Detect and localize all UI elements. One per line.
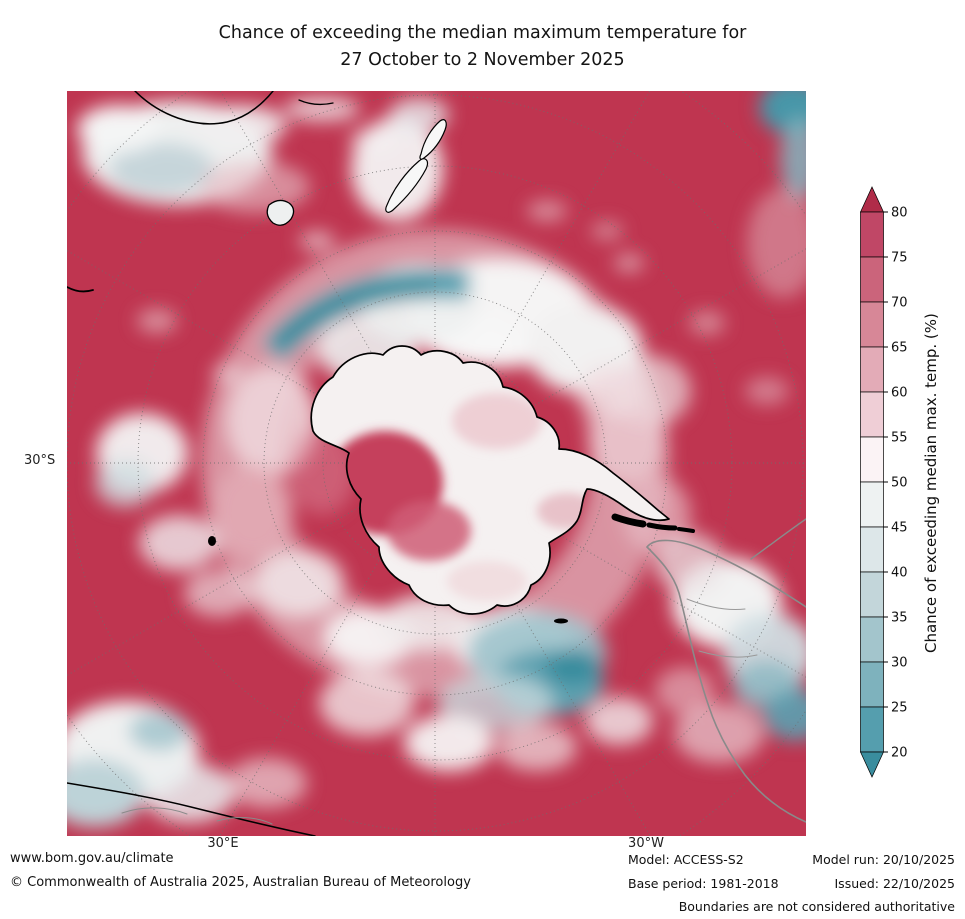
colorbar-cell	[861, 392, 884, 437]
colorbar-tick-label: 30	[891, 656, 908, 671]
longitude-label-30w: 30°W	[624, 836, 668, 851]
footer-issued: Issued: 22/10/2025	[835, 876, 956, 891]
footer-base-period: Base period: 1981-2018	[628, 876, 779, 891]
colorbar-tick-label: 20	[891, 746, 908, 761]
colorbar-tick-label: 25	[891, 701, 908, 716]
footer-disclaimer: Boundaries are not considered authoritat…	[679, 899, 955, 914]
colorbar-axis-label: Chance of exceeding median max. temp. (%…	[916, 186, 946, 780]
colorbar-tick-label: 40	[891, 566, 908, 581]
colorbar-cell	[861, 617, 884, 662]
colorbar-cell	[861, 212, 884, 257]
colorbar-cells	[861, 212, 884, 752]
colorbar-tick-label: 80	[891, 206, 908, 221]
colorbar-tick-labels: 80 75 70 65 60 55 50 45 40 35 30 25 20	[884, 206, 908, 761]
latitude-label: 30°S	[24, 453, 55, 468]
colorbar-cell	[861, 302, 884, 347]
small-island	[554, 619, 568, 624]
colorbar-tick-label: 55	[891, 431, 908, 446]
chart-title: Chance of exceeding the median maximum t…	[0, 20, 965, 74]
colorbar-arrow-up	[861, 187, 884, 212]
footer-model-run: Model run: 20/10/2025	[812, 852, 955, 867]
colorbar-tick-label: 65	[891, 341, 908, 356]
antarctic-peninsula-islands-2	[649, 525, 675, 528]
colorbar-tick-label: 60	[891, 386, 908, 401]
colorbar-cell	[861, 527, 884, 572]
colorbar-tick-label: 50	[891, 476, 908, 491]
colorbar-arrow-down	[861, 752, 884, 777]
longitude-label-30e: 30°E	[201, 836, 245, 851]
footer-website: www.bom.gov.au/climate	[10, 851, 174, 866]
colorbar-tick-label: 75	[891, 251, 908, 266]
colorbar-cell	[861, 437, 884, 482]
probability-map	[67, 91, 806, 836]
colorbar-cell	[861, 347, 884, 392]
colorbar-cell	[861, 257, 884, 302]
colorbar-tick-label: 35	[891, 611, 908, 626]
footer-copyright: © Commonwealth of Australia 2025, Austra…	[10, 875, 471, 890]
colorbar-tick-label: 45	[891, 521, 908, 536]
chart-title-line1: Chance of exceeding the median maximum t…	[0, 20, 965, 47]
antarctic-peninsula-islands-3	[679, 529, 693, 531]
footer-model: Model: ACCESS-S2	[628, 852, 744, 867]
colorbar: 80 75 70 65 60 55 50 45 40 35 30 25 20	[860, 186, 920, 780]
heard-island	[208, 536, 216, 546]
colorbar-cell	[861, 482, 884, 527]
colorbar-tick-label: 70	[891, 296, 908, 311]
colorbar-cell	[861, 662, 884, 707]
colorbar-cell	[861, 572, 884, 617]
colorbar-cell	[861, 707, 884, 752]
tasmania-coastline	[267, 200, 293, 225]
chart-title-line2: 27 October to 2 November 2025	[0, 47, 965, 74]
